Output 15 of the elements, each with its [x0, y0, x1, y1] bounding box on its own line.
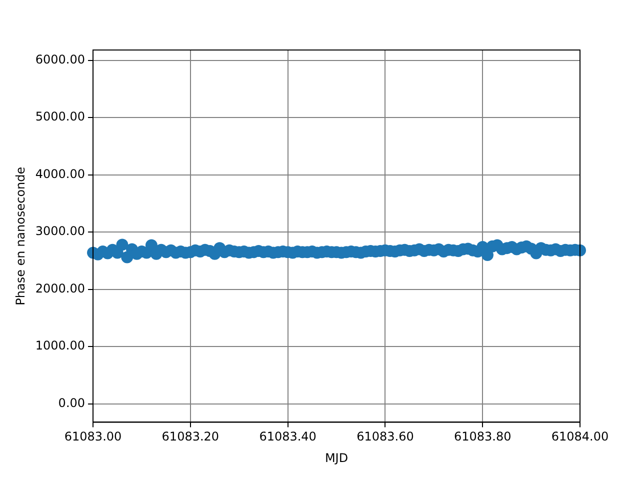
x-tick-label: 61083.80 — [454, 430, 512, 444]
y-tick-label: 2000.00 — [35, 281, 86, 296]
y-axis-title: Phase en nanoseconde — [13, 166, 28, 306]
x-tick-label: 61084.00 — [551, 430, 609, 444]
y-tick-label: 0.00 — [58, 396, 86, 410]
x-axis-title: MJD — [324, 450, 348, 465]
x-tick-label: 61083.20 — [162, 430, 220, 444]
y-tick-label: 4000.00 — [35, 166, 86, 181]
y-tick-label: 6000.00 — [35, 52, 86, 66]
x-tick-label: 61083.00 — [64, 430, 122, 444]
x-tick-label: 61083.60 — [356, 430, 414, 444]
y-tick-label: 3000.00 — [35, 224, 86, 238]
y-tick-label: 5000.00 — [35, 110, 86, 124]
y-tick-label: 1000.00 — [35, 338, 86, 353]
x-tick-label: 61083.40 — [259, 430, 316, 444]
